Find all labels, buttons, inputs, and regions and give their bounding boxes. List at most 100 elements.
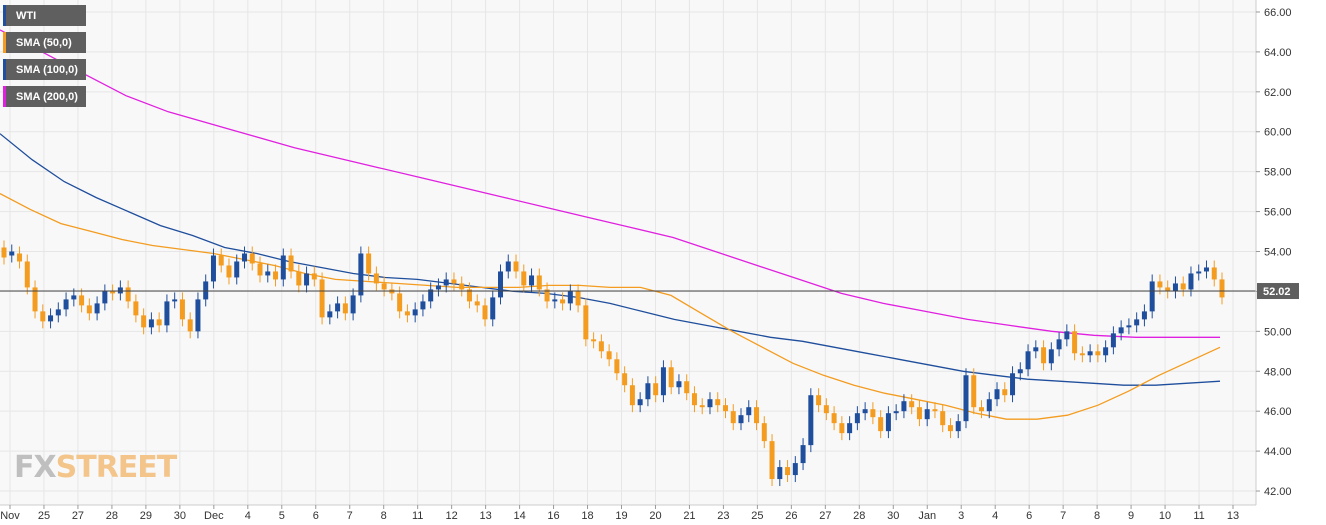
candle-body <box>319 279 325 318</box>
candle <box>280 248 286 287</box>
candle-body <box>1095 351 1101 356</box>
candle <box>994 382 1000 407</box>
candle <box>296 264 302 293</box>
candle-body <box>1079 353 1085 356</box>
candle <box>676 374 682 395</box>
candle <box>629 378 635 413</box>
sma200-line <box>0 29 1220 338</box>
candle-body <box>1 247 7 258</box>
candle <box>847 416 853 441</box>
candle <box>746 400 752 423</box>
candle <box>699 398 705 415</box>
candle-body <box>9 251 15 256</box>
candle-body <box>273 271 279 280</box>
candle-body <box>249 253 255 264</box>
candle <box>754 400 760 431</box>
candle <box>823 398 829 421</box>
candle-body <box>552 299 558 302</box>
candle <box>1103 340 1109 363</box>
candle-body <box>1180 283 1186 290</box>
candle <box>1056 332 1062 357</box>
candle <box>288 248 294 279</box>
candle-body <box>916 407 922 420</box>
candle-body <box>164 301 170 326</box>
candle-body <box>117 287 123 294</box>
candle-body <box>560 299 566 304</box>
candle-body <box>909 401 915 408</box>
x-tick-label: 13 <box>479 510 491 522</box>
candle <box>203 274 209 307</box>
candle <box>1126 318 1132 335</box>
candle-body <box>660 367 666 396</box>
candle <box>645 376 651 407</box>
candle <box>544 282 550 309</box>
candle <box>947 418 953 439</box>
candle <box>133 294 139 323</box>
candle-body <box>94 303 100 314</box>
candle-body <box>1203 267 1209 272</box>
candle-body <box>769 441 775 480</box>
candle <box>715 392 721 413</box>
candle-body <box>1110 333 1116 348</box>
x-tick-label: 11 <box>1193 510 1204 522</box>
candle <box>125 280 131 309</box>
candle <box>1196 264 1202 281</box>
candle-body <box>691 393 697 406</box>
legend-label-sma50: SMA (50,0) <box>16 36 72 49</box>
candle <box>901 394 907 419</box>
candle <box>668 360 674 395</box>
candle <box>924 402 930 427</box>
logo-fx: FX <box>14 450 57 485</box>
candle-body <box>1033 347 1039 352</box>
candle <box>792 456 798 483</box>
candle <box>816 388 822 413</box>
candle <box>622 366 628 393</box>
candle-body <box>792 463 798 476</box>
x-tick-label: 9 <box>1128 510 1134 522</box>
candle-body <box>451 279 457 284</box>
x-tick-label: 4 <box>245 510 251 522</box>
candle-body <box>777 467 783 480</box>
candle-body <box>878 417 884 432</box>
candle <box>249 246 255 271</box>
candle-body <box>86 305 92 314</box>
y-tick-label: 44.00 <box>1264 446 1292 458</box>
candle-body <box>606 351 612 360</box>
candle <box>598 334 604 359</box>
sma-lines <box>0 29 1221 420</box>
legend-label-wti: WTI <box>16 9 37 22</box>
candle-body <box>1048 349 1054 364</box>
candle-body <box>133 301 139 316</box>
candle-body <box>373 273 379 284</box>
candle <box>373 266 379 291</box>
candle <box>265 264 271 283</box>
candle-body <box>1157 281 1163 288</box>
candle <box>1087 344 1093 363</box>
candle-body <box>1188 273 1194 290</box>
candle <box>831 406 837 431</box>
candle <box>1064 324 1070 347</box>
candle <box>234 254 240 285</box>
y-tick-label: 58.00 <box>1264 167 1292 179</box>
candle <box>1219 272 1225 305</box>
candle <box>1010 366 1016 403</box>
x-tick-label: 16 <box>547 510 559 522</box>
candle <box>614 352 620 381</box>
x-tick-label: 21 <box>683 510 695 522</box>
candle-body <box>1072 331 1078 354</box>
candle <box>474 294 480 313</box>
candle <box>653 376 659 403</box>
candle-body <box>715 399 721 406</box>
legend-label-sma100: SMA (100,0) <box>16 63 78 76</box>
candle <box>916 400 922 427</box>
candle-body <box>466 289 472 302</box>
candle <box>800 438 806 471</box>
candle <box>141 308 147 335</box>
candle <box>40 304 46 329</box>
candle <box>195 292 201 339</box>
candle-body <box>940 411 946 426</box>
y-axis: 42.0044.0046.0048.0050.0052.0054.0056.00… <box>1256 7 1292 498</box>
x-tick-label: 5 <box>279 510 285 522</box>
x-tick-label: 27 <box>819 510 831 522</box>
